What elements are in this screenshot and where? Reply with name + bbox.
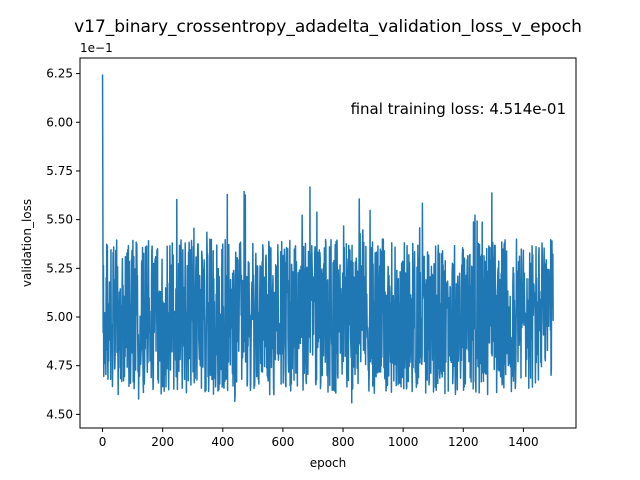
series-layer — [101, 74, 554, 404]
y-tick-label: 4.75 — [46, 359, 73, 373]
y-offset-label: 1e−1 — [80, 41, 113, 55]
x-tick-label: 400 — [211, 435, 234, 449]
x-tick-label: 200 — [151, 435, 174, 449]
chart-title: v17_binary_crossentropy_adadelta_validat… — [74, 17, 582, 37]
y-tick-label: 5.75 — [46, 164, 73, 178]
plot-frame — [79, 57, 577, 429]
y-tick-label: 4.50 — [46, 407, 73, 421]
y-axis-label: validation_loss — [20, 199, 34, 287]
y-tick-label: 6.25 — [46, 67, 73, 81]
x-tick-label: 0 — [99, 435, 107, 449]
y-tick-label: 5.25 — [46, 261, 73, 275]
x-tick-label: 600 — [271, 435, 294, 449]
x-tick-label: 1200 — [448, 435, 479, 449]
x-axis-label: epoch — [310, 456, 347, 470]
y-axis: 4.50 4.75 5.00 5.25 5.50 5.75 6.00 6.25 — [46, 67, 80, 421]
x-tick-label: 1400 — [508, 435, 539, 449]
x-axis: 0 200 400 600 800 1000 1200 1400 — [99, 428, 539, 449]
final-loss-annotation: final training loss: 4.514e-01 — [351, 100, 566, 118]
x-tick-label: 800 — [332, 435, 355, 449]
y-tick-label: 6.00 — [46, 115, 73, 129]
series-line-validation-loss — [101, 74, 554, 404]
y-tick-label: 5.50 — [46, 213, 73, 227]
y-tick-label: 5.00 — [46, 310, 73, 324]
x-tick-label: 1000 — [388, 435, 419, 449]
